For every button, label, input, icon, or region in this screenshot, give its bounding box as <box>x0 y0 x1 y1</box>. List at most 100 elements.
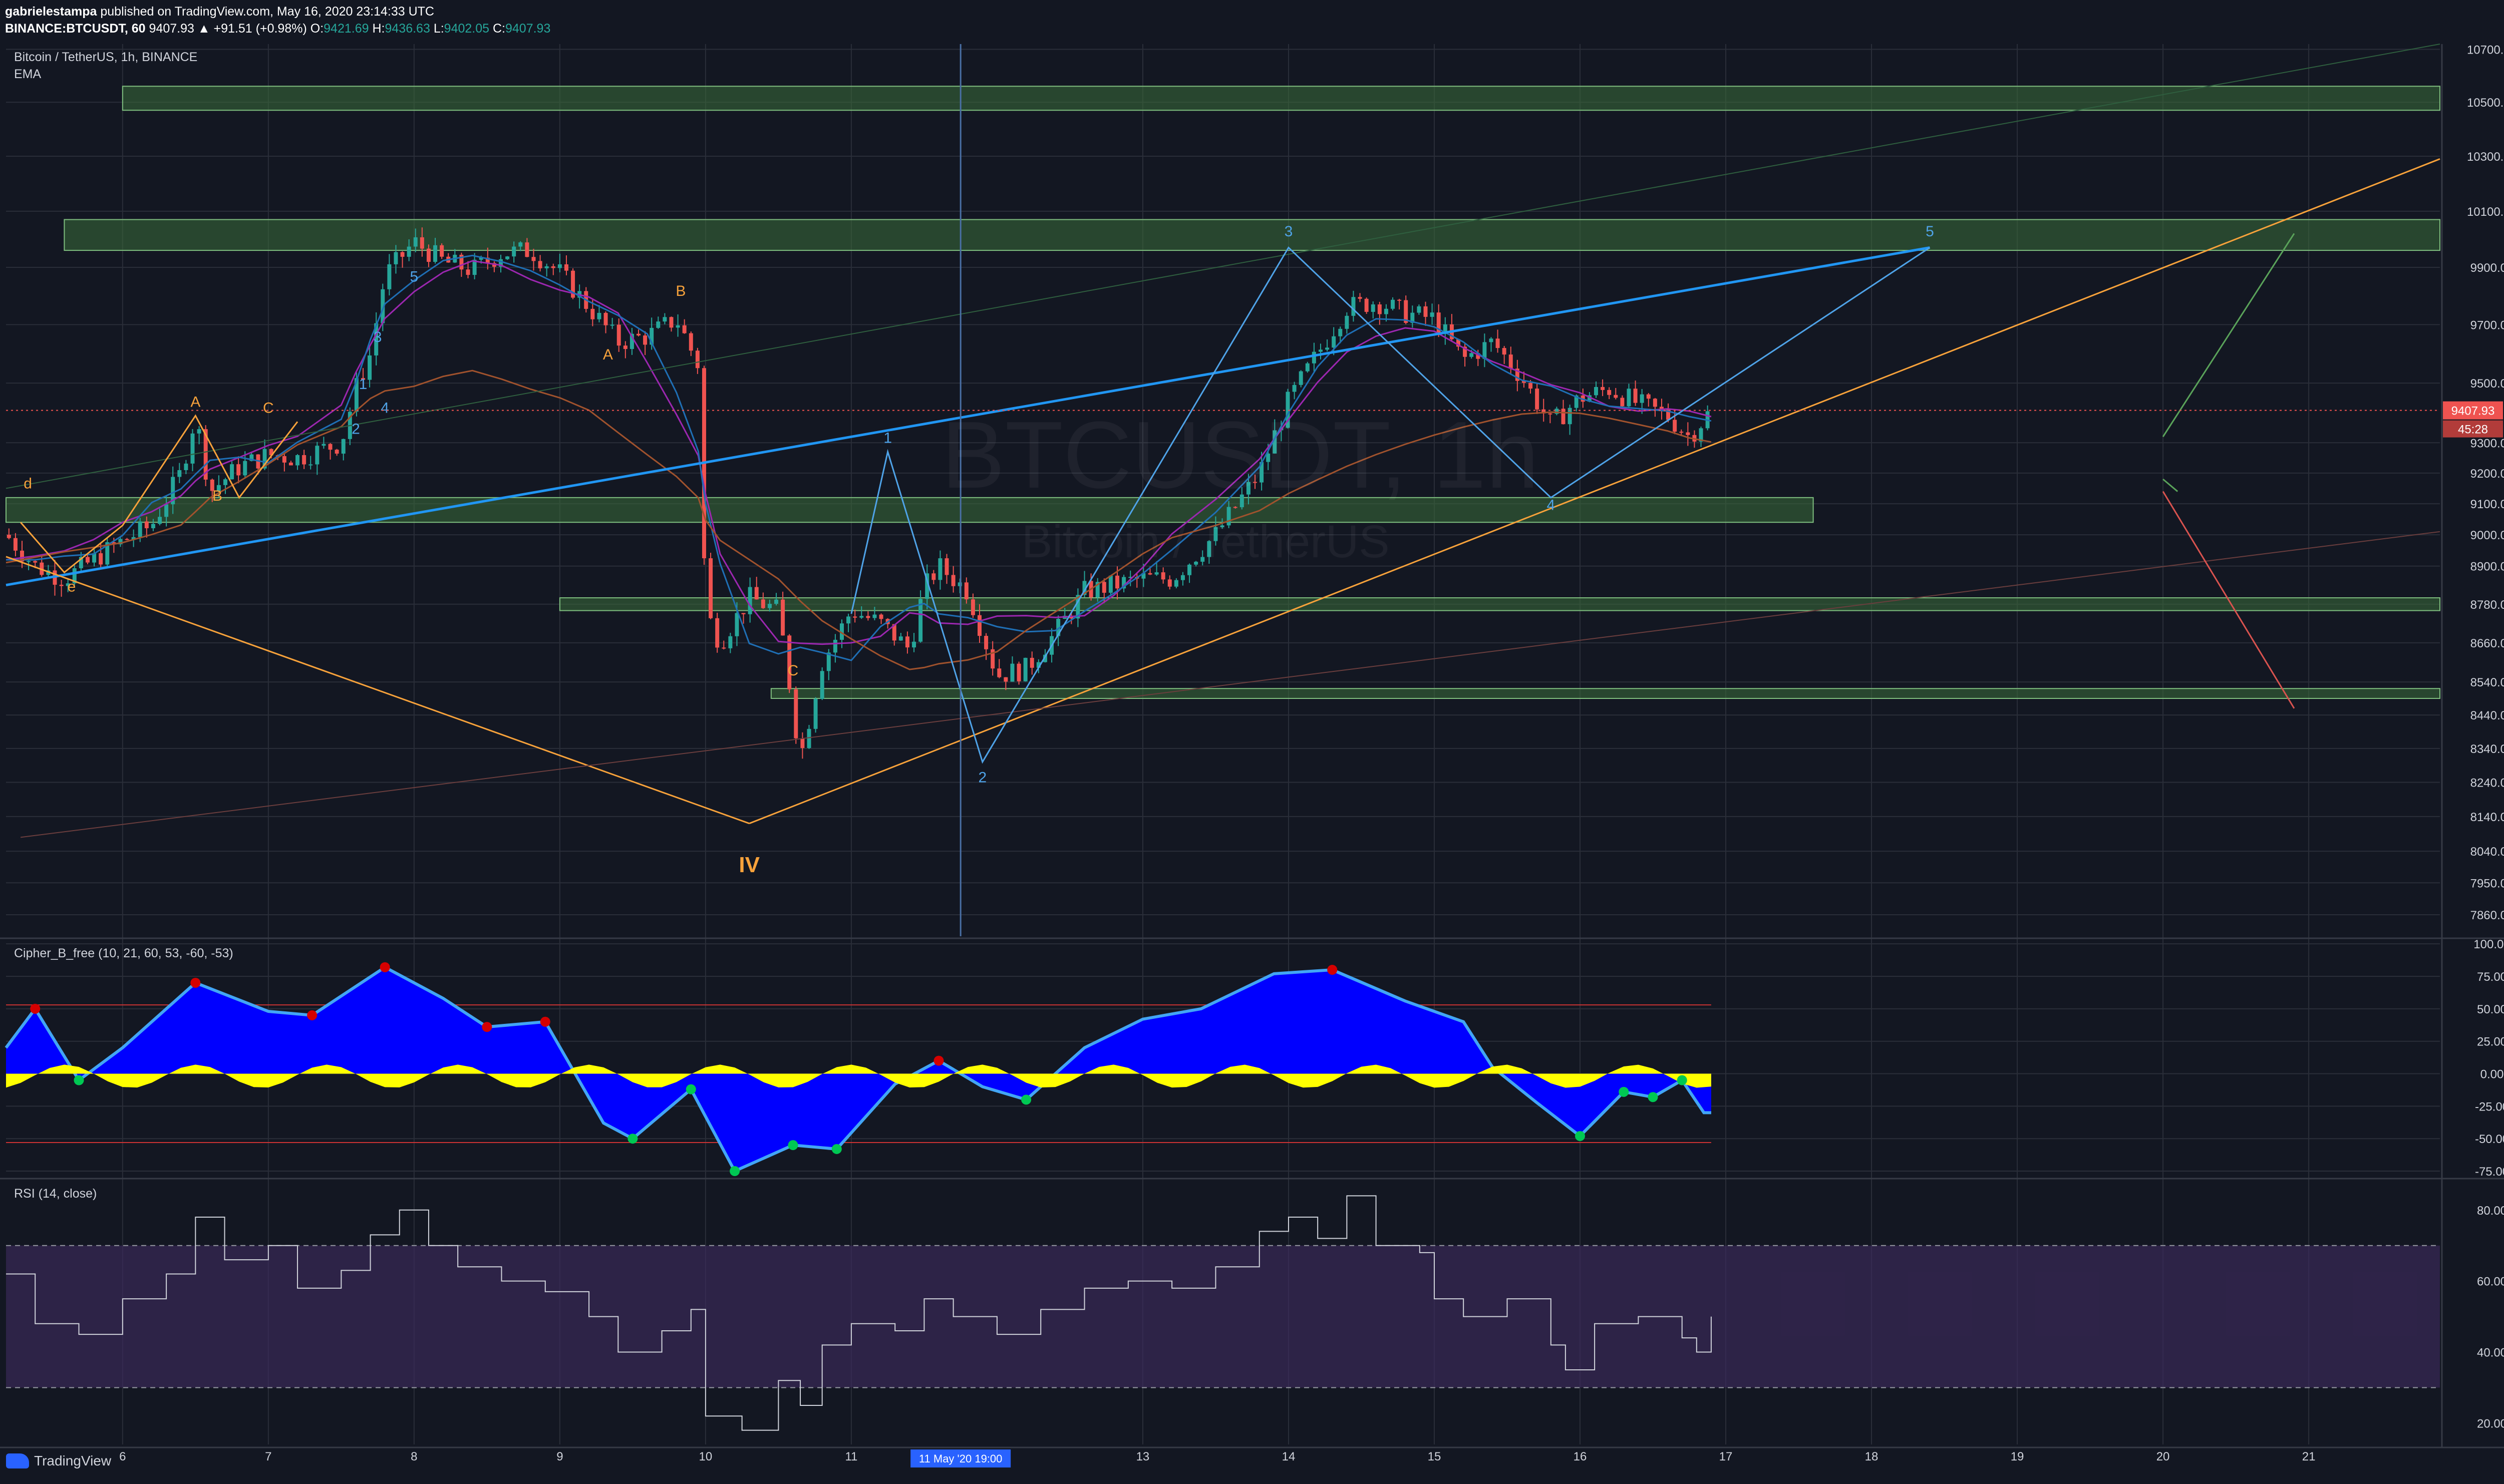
cipher-pane-title[interactable]: Cipher_B_free (10, 21, 60, 53, -60, -53) <box>14 946 233 960</box>
time-axis-label: 7 <box>265 1450 271 1463</box>
candle-down <box>781 599 785 636</box>
candle-up <box>341 439 346 454</box>
candle-down <box>905 636 909 648</box>
candle-up <box>197 429 201 434</box>
candle-up <box>1489 338 1493 342</box>
candle-up <box>1305 363 1310 372</box>
candle-up <box>1141 573 1146 579</box>
blue-elliott-wave <box>850 246 1931 764</box>
blue-trendline <box>6 246 1930 587</box>
candle-down <box>59 584 64 586</box>
candle-up <box>1410 312 1415 323</box>
time-axis-label: 17 <box>1719 1450 1733 1463</box>
ema-line-blue <box>6 254 1712 661</box>
candle-up <box>918 599 923 642</box>
cipher-signal-dot <box>730 1166 740 1177</box>
candle-up <box>925 573 929 599</box>
support-resistance-zone <box>6 497 1814 523</box>
candle-up <box>171 477 175 505</box>
candle-down <box>1528 383 1533 389</box>
price-axis-label: 8540.00 <box>2470 676 2504 689</box>
time-axis-label: 9 <box>556 1450 563 1463</box>
cipher-wave-area <box>6 967 1711 1172</box>
wave-label: B <box>676 283 686 299</box>
time-axis-label: 21 <box>2302 1450 2316 1463</box>
candle-up <box>72 568 77 584</box>
candle-down <box>853 616 857 618</box>
candle-up <box>433 245 438 262</box>
candle-up <box>1391 299 1395 309</box>
candle-down <box>1423 306 1428 317</box>
time-axis-label: 15 <box>1428 1450 1441 1463</box>
support-resistance-zone <box>770 688 2441 699</box>
candle-down <box>787 635 792 689</box>
candle-down <box>1377 304 1382 314</box>
candle-down <box>1253 482 1258 483</box>
candle-down <box>1673 420 1677 432</box>
candle-down <box>1607 390 1612 395</box>
candle-up <box>216 485 221 491</box>
candle-up <box>1200 557 1205 562</box>
candle-up <box>820 671 824 699</box>
candle-up <box>387 264 392 289</box>
wave-label: 2 <box>978 769 987 786</box>
candle-up <box>898 636 903 641</box>
candle-up <box>663 317 667 322</box>
close-label: C: <box>493 22 505 36</box>
candle-down <box>964 582 969 600</box>
candle-down <box>1456 339 1460 347</box>
cipher-signal-dot <box>1619 1086 1629 1097</box>
cipher-moneyflow-area <box>6 1064 1711 1088</box>
candle-down <box>269 449 273 456</box>
time-cursor-text: 11 May '20 19:00 <box>919 1452 1002 1465</box>
countdown-text: 45:28 <box>2458 423 2488 437</box>
candle-up <box>1594 387 1599 396</box>
candle-down <box>440 245 444 257</box>
candle-up <box>158 517 162 524</box>
low-value: 9402.05 <box>444 22 490 36</box>
candle-down <box>1515 368 1519 381</box>
time-axis-label: 19 <box>2011 1450 2024 1463</box>
price-axis-label: 9300.00 <box>2470 437 2504 450</box>
rsi-pane-title[interactable]: RSI (14, close) <box>14 1187 97 1201</box>
candle-up <box>557 264 562 268</box>
cipher-wave-line <box>5 965 1711 1173</box>
candle-down <box>689 333 693 351</box>
candle-down <box>616 324 621 346</box>
candle-down <box>210 479 214 491</box>
wave-label: 2 <box>352 421 360 437</box>
candle-down <box>335 450 339 454</box>
candle-up <box>223 479 227 485</box>
candle-up <box>354 378 359 412</box>
candle-up <box>826 652 831 671</box>
wave-label: e <box>68 578 76 595</box>
time-cursor-badge <box>910 1449 1011 1467</box>
candle-up <box>912 641 916 648</box>
cipher-signal-dot <box>686 1084 696 1094</box>
candle-up <box>381 289 385 323</box>
candle-up <box>230 464 234 480</box>
price-axis-label: 10700.00 <box>2467 43 2504 57</box>
tradingview-logo[interactable]: TradingView <box>6 1453 111 1469</box>
time-axis-label: 6 <box>119 1450 126 1463</box>
candle-up <box>735 613 739 636</box>
candle-up <box>1108 575 1113 593</box>
ema-indicator-label[interactable]: EMA <box>14 67 42 81</box>
candle-up <box>66 583 70 586</box>
candle-down <box>1646 394 1651 399</box>
faint-green-trendline <box>6 44 2440 489</box>
candle-up <box>1213 527 1218 541</box>
candle-down <box>1508 354 1513 369</box>
author-name[interactable]: gabrielestampa <box>5 5 97 19</box>
cipher-signal-dot <box>30 1003 41 1014</box>
candle-down <box>203 429 208 480</box>
candle-down <box>997 668 1002 677</box>
candle-up <box>1122 577 1126 589</box>
cipher-signal-dot <box>380 962 390 972</box>
candle-up <box>512 246 516 257</box>
candle-down <box>525 242 529 257</box>
candle-up <box>1194 561 1198 565</box>
price-axis-label: 7860.00 <box>2470 909 2504 922</box>
rsi-band <box>6 1245 2440 1388</box>
